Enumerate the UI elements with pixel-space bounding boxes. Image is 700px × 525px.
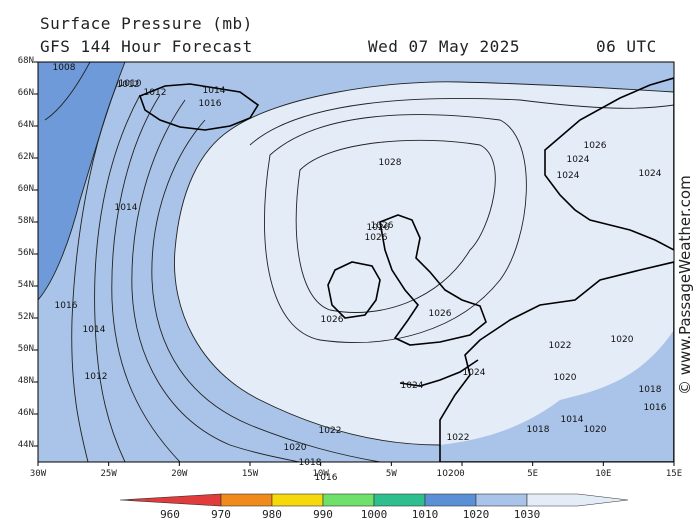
- isobar-label: 1024: [401, 381, 424, 391]
- isobar-label: 1012: [117, 80, 140, 90]
- isobar-label: 1026: [371, 221, 394, 231]
- isobar-label: 1028: [379, 158, 402, 168]
- isobar-label: 1018: [299, 458, 322, 468]
- colorbar-label: 1020: [462, 508, 490, 521]
- colorbar-label: 1000: [360, 508, 388, 521]
- lon-label: 5E: [527, 469, 539, 479]
- colorbar-label: 990: [313, 508, 333, 521]
- iceland: [138, 83, 260, 131]
- colorbar-swatch: [373, 493, 426, 507]
- isobar-label: 1020: [284, 443, 307, 453]
- lat-label: 44N: [17, 440, 34, 450]
- coastlines: [138, 77, 674, 462]
- isobar-label: 1026: [429, 309, 452, 319]
- colorbar-swatch: [526, 493, 629, 507]
- isobar-label: 1022: [549, 341, 572, 351]
- lat-label: 54N: [17, 280, 34, 290]
- isobar-label: 1018: [527, 425, 550, 435]
- isobar-label: 1026: [367, 223, 390, 233]
- isobar-label: 1024: [557, 171, 580, 181]
- isobar-label: 1018: [639, 385, 662, 395]
- isobar-label: 1022: [319, 426, 342, 436]
- lon-label: 5W: [385, 469, 397, 479]
- axis-ticks: [34, 61, 675, 466]
- lat-label: 46N: [17, 408, 34, 418]
- isobar-label: 1012: [144, 88, 167, 98]
- colorbar-label: 980: [262, 508, 282, 521]
- isobar-label: 1020: [554, 373, 577, 383]
- lon-label: 15W: [241, 469, 259, 479]
- colorbar: [119, 493, 629, 507]
- scandinavia: [544, 77, 674, 251]
- colorbar-label: 960: [160, 508, 180, 521]
- lat-label: 56N: [17, 248, 34, 258]
- isobar-label: 1014: [83, 325, 106, 335]
- isobar-label: 1012: [85, 372, 108, 382]
- isobar-label: 1014: [115, 203, 138, 213]
- colorbar-swatch: [271, 493, 324, 507]
- isobar-label: 1024: [639, 169, 662, 179]
- france-coast: [399, 359, 479, 387]
- isobar-label: 1026: [365, 233, 388, 243]
- lon-label: 10E: [595, 469, 612, 479]
- colorbar-swatch: [424, 493, 477, 507]
- lat-label: 66N: [17, 88, 34, 98]
- forecast-date: Wed 07 May 2025: [368, 37, 520, 56]
- isobar-label: 1024: [567, 155, 590, 165]
- europe: [439, 261, 674, 462]
- isobar-label: 1016: [644, 403, 667, 413]
- colorbar-swatch: [322, 493, 375, 507]
- lat-label: 64N: [17, 120, 34, 130]
- isobar-label: 1026: [584, 141, 607, 151]
- isobar-label: 1008: [53, 63, 76, 73]
- isobar-label: 1020: [437, 469, 460, 479]
- lat-label: 58N: [17, 216, 34, 226]
- colorbar-label: 1030: [513, 508, 541, 521]
- lon-label: 30W: [29, 469, 47, 479]
- colorbar-label: 970: [211, 508, 231, 521]
- isobar-label: 1020: [584, 425, 607, 435]
- colorbar-swatch: [220, 493, 273, 507]
- forecast-time: 06 UTC: [596, 37, 657, 56]
- isobar-label: 1024: [463, 368, 486, 378]
- isobars: [38, 62, 674, 462]
- lat-label: 60N: [17, 184, 34, 194]
- band-1000-1010: [38, 62, 125, 300]
- map-area: [38, 62, 674, 462]
- isobar-label: 1022: [447, 433, 470, 443]
- lon-label: 20W: [171, 469, 188, 479]
- lon-label: 15E: [665, 469, 683, 479]
- lon-label: 0: [459, 469, 465, 479]
- isobar-label: 1026: [321, 315, 344, 325]
- isobar-label: 1014: [561, 415, 584, 425]
- lat-label: 50N: [17, 344, 34, 354]
- isobar-label: 1014: [203, 86, 226, 96]
- lon-label: 25W: [100, 469, 117, 479]
- colorbar-swatch: [475, 493, 528, 507]
- isobar-label: 1016: [55, 301, 78, 311]
- ireland: [327, 261, 381, 319]
- lat-label: 62N: [17, 152, 34, 162]
- lat-label: 48N: [17, 376, 34, 386]
- map-subtitle: GFS 144 Hour Forecast: [40, 37, 253, 56]
- great-britain: [379, 214, 487, 346]
- map-title: Surface Pressure (mb): [40, 14, 253, 33]
- colorbar-swatch: [119, 493, 222, 507]
- isobar-label: 1020: [611, 335, 634, 345]
- map-frame: [37, 61, 675, 463]
- lon-label: 10W: [312, 469, 329, 479]
- watermark: © www.PassageWeather.com: [676, 175, 694, 395]
- lat-label: 52N: [17, 312, 34, 322]
- isobar-label: 1016: [199, 99, 222, 109]
- lat-label: 68N: [17, 56, 34, 66]
- colorbar-label: 1010: [411, 508, 439, 521]
- isobar-label: 1016: [315, 473, 338, 483]
- isobar-label: 1010: [119, 79, 142, 89]
